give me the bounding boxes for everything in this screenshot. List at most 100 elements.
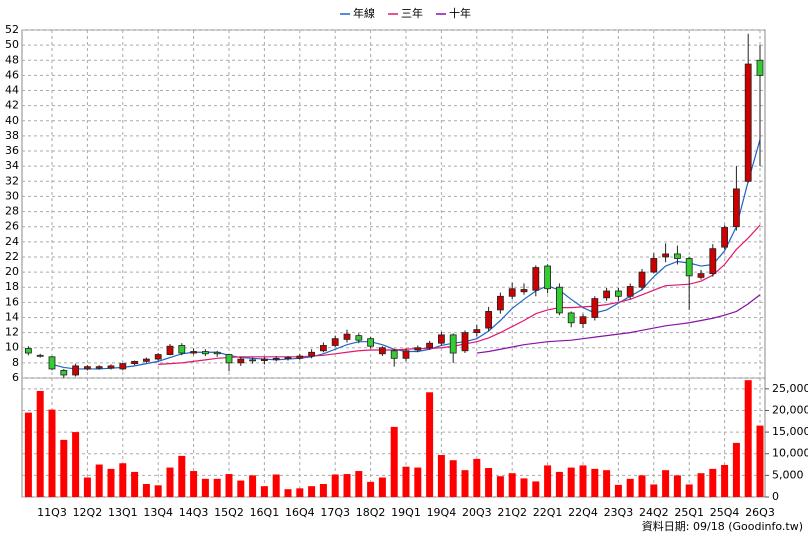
y-tick-label: 28 — [5, 205, 19, 218]
x-tick-label: 16Q4 — [285, 506, 315, 519]
volume-bar — [60, 439, 68, 497]
volume-bar — [532, 481, 540, 497]
candle-body — [532, 267, 540, 291]
candle-body — [390, 350, 398, 359]
x-tick-label: 24Q2 — [639, 506, 669, 519]
volume-bar — [744, 380, 752, 497]
candle-body — [60, 370, 68, 376]
volume-bar — [473, 458, 481, 497]
y-tick-label: 50 — [5, 38, 19, 51]
volume-bar — [485, 468, 493, 497]
volume-bar — [567, 467, 575, 497]
volume-bar — [331, 474, 339, 497]
y-tick-label: 42 — [5, 99, 19, 112]
volume-bar — [402, 466, 410, 497]
candle-body — [473, 329, 481, 334]
volume-bar — [178, 455, 186, 497]
candle-body — [319, 345, 327, 352]
candle-body — [437, 334, 445, 344]
candle-body — [508, 288, 516, 297]
volume-bar — [119, 463, 127, 497]
volume-bar — [142, 484, 150, 497]
x-tick-label: 16Q1 — [250, 506, 280, 519]
x-tick-label: 17Q3 — [320, 506, 350, 519]
volume-bar — [249, 475, 257, 497]
candle-body — [119, 363, 127, 370]
y-tick-label: 44 — [5, 84, 19, 97]
volume-bar — [449, 460, 457, 497]
volume-bar — [296, 488, 304, 497]
volume-bar — [83, 477, 91, 497]
candle-body — [426, 342, 434, 349]
candle-body — [591, 298, 599, 318]
x-tick-label: 20Q3 — [462, 506, 492, 519]
x-tick-label: 11Q3 — [37, 506, 67, 519]
volume-bar — [390, 426, 398, 497]
footer: 資料日期: 09/18 (Goodinfo.tw) — [642, 519, 803, 533]
candle-body — [556, 286, 563, 314]
x-tick-label: 25Q1 — [674, 506, 704, 519]
candle-body — [95, 366, 103, 369]
candle-body — [721, 227, 728, 248]
x-tick-label: 21Q2 — [497, 506, 527, 519]
candle-body — [674, 253, 681, 259]
candle-body — [225, 354, 233, 364]
legend-label: 十年 — [449, 6, 471, 20]
candle-body — [48, 356, 56, 370]
candle-body — [367, 338, 375, 347]
volume-bar — [544, 465, 552, 497]
y-tick-label: 48 — [5, 53, 19, 66]
volume-bar — [685, 484, 693, 497]
candle-body — [154, 354, 162, 360]
price-panel — [21, 29, 766, 379]
y-tick-label: 40 — [5, 114, 19, 127]
volume-bar — [650, 484, 658, 497]
candle-body — [733, 188, 740, 228]
candle-body — [284, 357, 292, 359]
y2-tick-label: 25,000 — [772, 382, 808, 395]
x-tick-label: 13Q4 — [143, 506, 173, 519]
volume-bar — [131, 471, 139, 497]
volume-bar — [756, 425, 764, 497]
volume-bar — [319, 484, 327, 497]
y-tick-label: 12 — [5, 326, 19, 339]
legend-label: 三年 — [401, 6, 423, 20]
x-tick-label: 25Q4 — [710, 506, 740, 519]
x-tick-label: 22Q1 — [533, 506, 563, 519]
volume-bar — [213, 478, 221, 497]
candle-body — [142, 358, 150, 362]
volume-bar — [414, 467, 422, 497]
candle-body — [190, 351, 198, 354]
candle-body — [84, 366, 91, 370]
y-tick-label: 16 — [5, 295, 19, 308]
candle-body — [744, 63, 752, 182]
volume-bar — [190, 471, 198, 497]
candle-body — [461, 332, 469, 352]
volume-bar — [697, 473, 705, 497]
ma-line — [476, 294, 761, 354]
candle-body — [131, 360, 139, 365]
candle-body — [615, 290, 622, 297]
candle-body — [485, 311, 493, 329]
y-tick-label: 26 — [5, 220, 19, 233]
volume-bar — [437, 455, 445, 497]
volume-bar — [284, 489, 292, 497]
candle-body — [603, 290, 610, 299]
volume-bar — [367, 481, 375, 497]
candle-body — [378, 347, 386, 355]
volume-bar — [355, 471, 363, 497]
volume-bar — [461, 470, 469, 497]
candle-body — [296, 355, 304, 359]
candle-body — [201, 351, 209, 355]
volume-bar — [520, 478, 528, 497]
x-tick-label: 15Q2 — [214, 506, 244, 519]
candle-body — [308, 351, 316, 357]
candle-body — [626, 286, 634, 297]
x-tick-label: 23Q3 — [604, 506, 634, 519]
volume-bar — [24, 412, 32, 497]
volume-bar — [260, 486, 268, 497]
x-tick-label: 14Q3 — [179, 506, 209, 519]
candle-body — [662, 253, 669, 258]
volume-bar — [721, 464, 729, 497]
candle-body — [650, 258, 658, 273]
